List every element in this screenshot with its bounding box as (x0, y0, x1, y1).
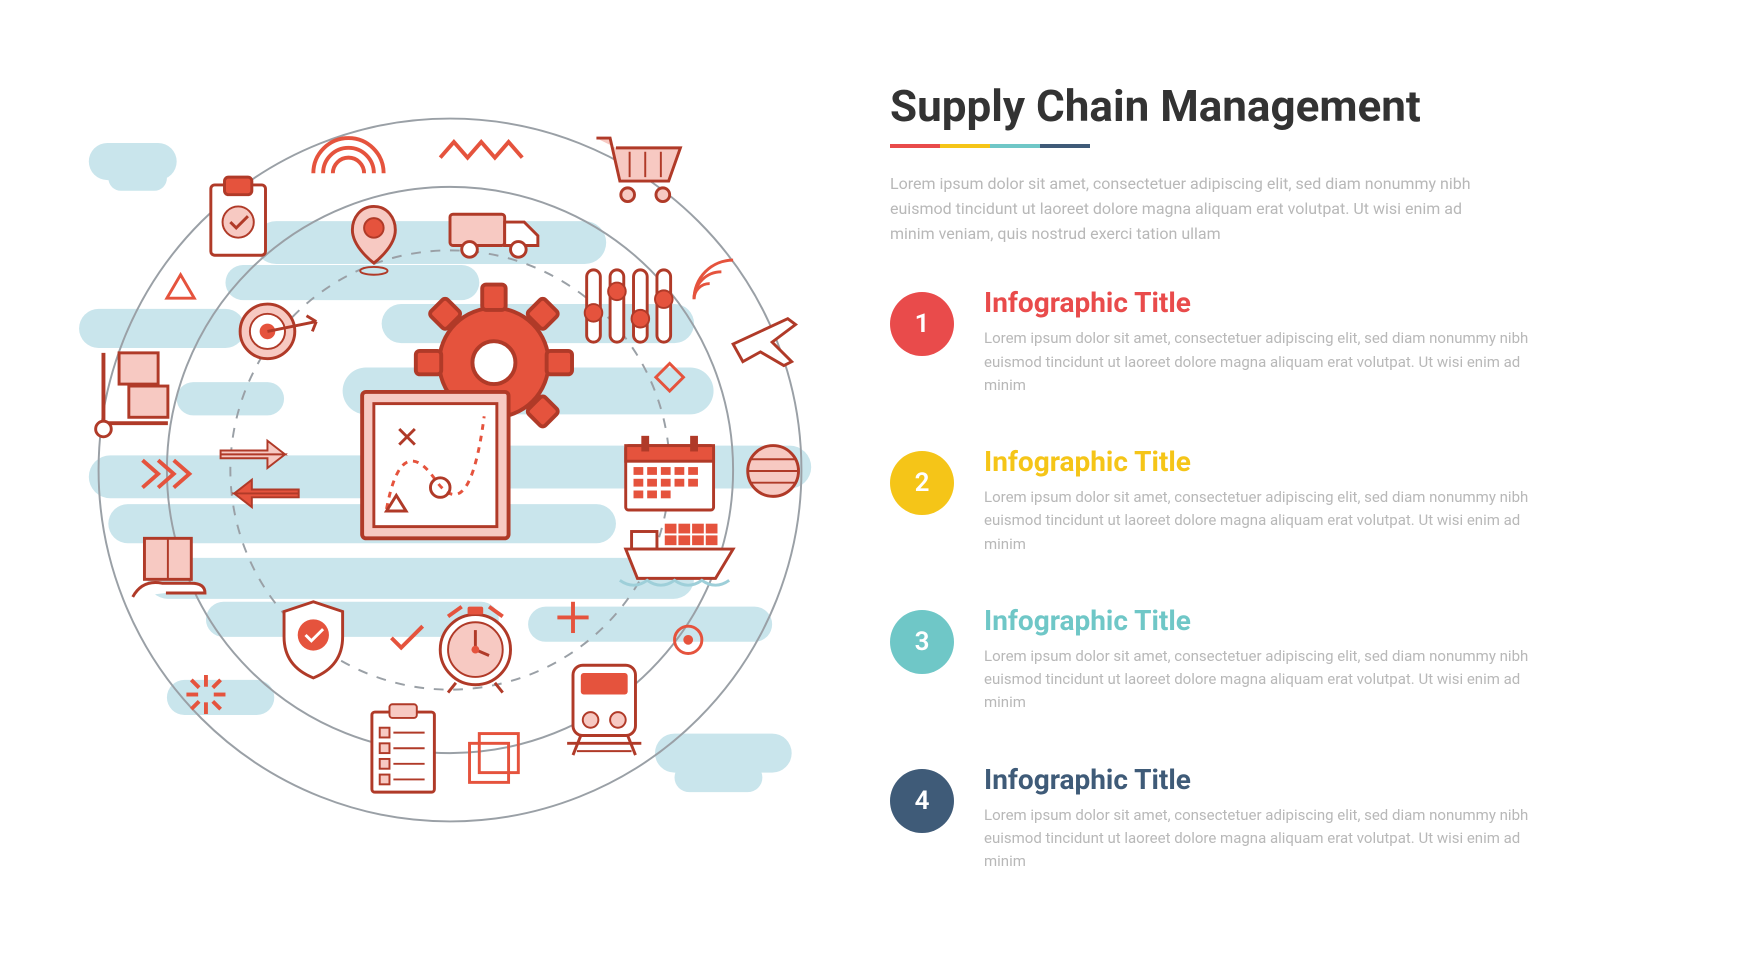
info-item-2: 2 Infographic Title Lorem ipsum dolor si… (890, 445, 1682, 556)
item-text-4: Lorem ipsum dolor sit amet, consectetuer… (984, 804, 1544, 874)
train-icon (567, 665, 641, 755)
underline-seg-1 (890, 144, 940, 148)
calendar-icon (626, 436, 714, 510)
ship-icon (620, 524, 733, 586)
cart-icon (596, 138, 680, 201)
item-text-3: Lorem ipsum dolor sit amet, consectetuer… (984, 645, 1544, 715)
triangle-icon (167, 275, 194, 298)
badge-3: 3 (890, 610, 954, 674)
item-title-3: Infographic Title (984, 604, 1682, 637)
supply-chain-illustration (40, 60, 860, 880)
clipboard-check-icon (211, 177, 266, 255)
badge-4: 4 (890, 769, 954, 833)
item-title-2: Infographic Title (984, 445, 1682, 478)
checklist-icon (372, 704, 434, 792)
globe-lines-icon (748, 446, 799, 497)
signal-icon (694, 260, 733, 299)
content-panel: Supply Chain Management Lorem ipsum dolo… (860, 0, 1742, 980)
zigzag-icon (440, 142, 522, 158)
title-underline (890, 144, 1090, 148)
intro-text: Lorem ipsum dolor sit amet, consectetuer… (890, 172, 1510, 246)
airplane-icon (733, 319, 795, 366)
underline-seg-4 (1040, 144, 1090, 148)
shield-check-icon (284, 602, 343, 678)
target-icon (240, 304, 316, 359)
underline-seg-2 (940, 144, 990, 148)
badge-1: 1 (890, 292, 954, 356)
item-title-1: Infographic Title (984, 286, 1682, 319)
item-text-2: Lorem ipsum dolor sit amet, consectetuer… (984, 486, 1544, 556)
badge-2: 2 (890, 451, 954, 515)
illustration-panel (0, 0, 860, 980)
rainbow-icon (313, 138, 383, 173)
location-pin-icon (352, 206, 395, 274)
info-item-4: 4 Infographic Title Lorem ipsum dolor si… (890, 763, 1682, 874)
item-title-4: Infographic Title (984, 763, 1682, 796)
squares-icon (470, 734, 519, 783)
item-text-1: Lorem ipsum dolor sit amet, consectetuer… (984, 327, 1544, 397)
info-item-3: 3 Infographic Title Lorem ipsum dolor si… (890, 604, 1682, 715)
main-title: Supply Chain Management (890, 80, 1682, 132)
info-item-1: 1 Infographic Title Lorem ipsum dolor si… (890, 286, 1682, 397)
route-map-icon (362, 392, 508, 538)
underline-seg-3 (990, 144, 1040, 148)
